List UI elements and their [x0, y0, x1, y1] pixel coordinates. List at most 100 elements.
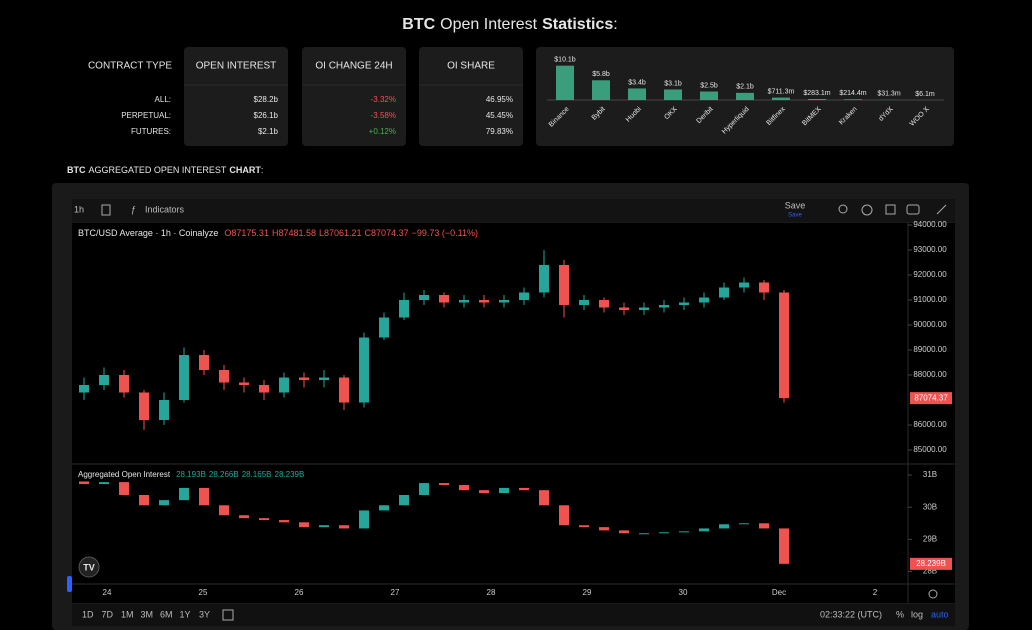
candle-body — [719, 524, 729, 529]
bar — [844, 99, 862, 100]
candle-body — [599, 300, 609, 308]
candle-body — [539, 490, 549, 506]
bottom-bar — [72, 604, 955, 626]
legend-title: BTC/USD Average · 1h · Coinalyze — [78, 228, 218, 238]
y-tick-label: 89000.00 — [913, 345, 947, 354]
range-button[interactable]: 1D — [82, 609, 94, 619]
page-title: BTC Open Interest Statistics: — [402, 16, 617, 33]
axis-settings-icon[interactable] — [928, 589, 938, 599]
x-tick-label: 24 — [103, 588, 112, 597]
legend-value: −99.73 (−0.11%) — [412, 228, 478, 238]
tv-logo[interactable] — [78, 556, 100, 578]
auto-toggle[interactable]: auto — [931, 609, 949, 619]
fullscreen-icon[interactable] — [885, 204, 896, 215]
candle-body — [199, 355, 209, 370]
pane-legend: Aggregated Open Interest 28.193B 28.266B 28… — [78, 470, 304, 479]
legend-value: 28.266B — [209, 470, 239, 479]
settings-icon[interactable] — [861, 204, 873, 216]
column-header: OPEN INTEREST — [196, 61, 277, 72]
candle-body — [259, 518, 269, 521]
heading-part: : — [261, 165, 264, 175]
range-button[interactable]: 3Y — [199, 609, 210, 619]
chart-type-icon[interactable] — [101, 204, 111, 216]
tv-logo-mark: TV — [83, 562, 95, 572]
scroll-handle[interactable] — [67, 576, 72, 592]
title-part: Statistics — [542, 16, 613, 33]
candle-body — [399, 494, 409, 506]
legend-value: 28.193B — [176, 470, 206, 479]
candle-body — [159, 500, 169, 506]
candle-body — [179, 355, 189, 400]
x-tick-label: 25 — [199, 588, 208, 597]
title-part: BTC — [402, 16, 435, 33]
candle-body — [419, 295, 429, 300]
candle-body — [379, 505, 389, 511]
candle-body — [119, 482, 129, 495]
row-label: PERPETUAL: — [121, 111, 171, 120]
legend-value: L87061.21 — [319, 228, 362, 238]
range-button[interactable]: 7D — [102, 609, 114, 619]
row-label: FUTURES: — [131, 127, 171, 136]
search-icon[interactable] — [838, 204, 848, 214]
title-part: : — [613, 16, 617, 33]
candle-body — [559, 265, 569, 305]
candle-body — [659, 532, 669, 534]
log-toggle[interactable]: log — [911, 609, 923, 619]
bottom-controls: 1D 7D 1M 3M 6M 1Y 3Y 02:33:22 (UTC)% log auto — [82, 609, 949, 621]
y-tick-label: 88000.00 — [913, 370, 947, 379]
bar — [592, 80, 610, 100]
candle-body — [639, 307, 649, 310]
x-tick-label: 28 — [487, 588, 496, 597]
cell-value: +0.12% — [369, 127, 396, 136]
column-header: OI CHANGE 24H — [315, 61, 392, 72]
bar — [736, 92, 754, 100]
draw-icon[interactable] — [936, 204, 947, 215]
candle-body — [79, 481, 89, 485]
candle-body — [139, 392, 149, 420]
bar — [700, 91, 718, 100]
candle-body — [619, 530, 629, 534]
date-range-icon[interactable] — [222, 609, 234, 621]
candle-body — [259, 385, 269, 393]
percent-toggle[interactable]: % — [896, 609, 904, 619]
indicators-icon[interactable]: ƒ — [131, 204, 136, 214]
heading-part: AGGREGATED OPEN INTEREST — [89, 165, 227, 175]
last-value-label: 87074.37 — [914, 393, 948, 402]
column-header: CONTRACT TYPE — [88, 61, 172, 72]
pane-legend: BTC/USD Average · 1h · Coinalyze O87175.3… — [78, 228, 478, 238]
y-tick-label: 94000.00 — [913, 220, 947, 229]
candle-body — [239, 515, 249, 519]
candle-body — [739, 282, 749, 288]
chart-area — [72, 223, 955, 603]
bar-value-label: $283.1m — [803, 90, 830, 97]
candle-body — [299, 377, 309, 380]
candle-body — [359, 337, 369, 403]
candle-body — [759, 282, 769, 293]
save-status: Save — [788, 213, 802, 219]
x-tick-label: 30 — [679, 588, 688, 597]
y-tick-label: 31B — [923, 470, 937, 479]
bar-value-label: $6.1m — [915, 91, 935, 98]
candle-body — [99, 375, 109, 385]
snapshot-icon[interactable] — [906, 204, 920, 215]
save-button[interactable]: Save — [785, 200, 806, 210]
heading-part: BTC — [67, 165, 86, 175]
interval-button[interactable]: 1h — [74, 204, 84, 214]
legend-value: 28.239B — [275, 470, 305, 479]
bar-value-label: $3.1b — [664, 80, 682, 87]
indicators-button[interactable]: Indicators — [145, 204, 185, 214]
cell-value: $26.1b — [254, 111, 279, 120]
heading-part: CHART — [229, 165, 261, 175]
bar — [808, 99, 826, 100]
stats-table: CONTRACT TYPE ALL: PERPETUAL: FUTURES: OPEN … — [88, 47, 523, 146]
candle-body — [239, 382, 249, 385]
cell-value: -3.58% — [371, 111, 396, 120]
candle-body — [699, 297, 709, 303]
range-button[interactable]: 3M — [141, 609, 154, 619]
x-tick-label: 2 — [873, 588, 878, 597]
range-button[interactable]: 1Y — [180, 609, 191, 619]
candle-body — [779, 292, 789, 399]
range-button[interactable]: 6M — [160, 609, 173, 619]
bar — [664, 89, 682, 100]
range-button[interactable]: 1M — [121, 609, 134, 619]
